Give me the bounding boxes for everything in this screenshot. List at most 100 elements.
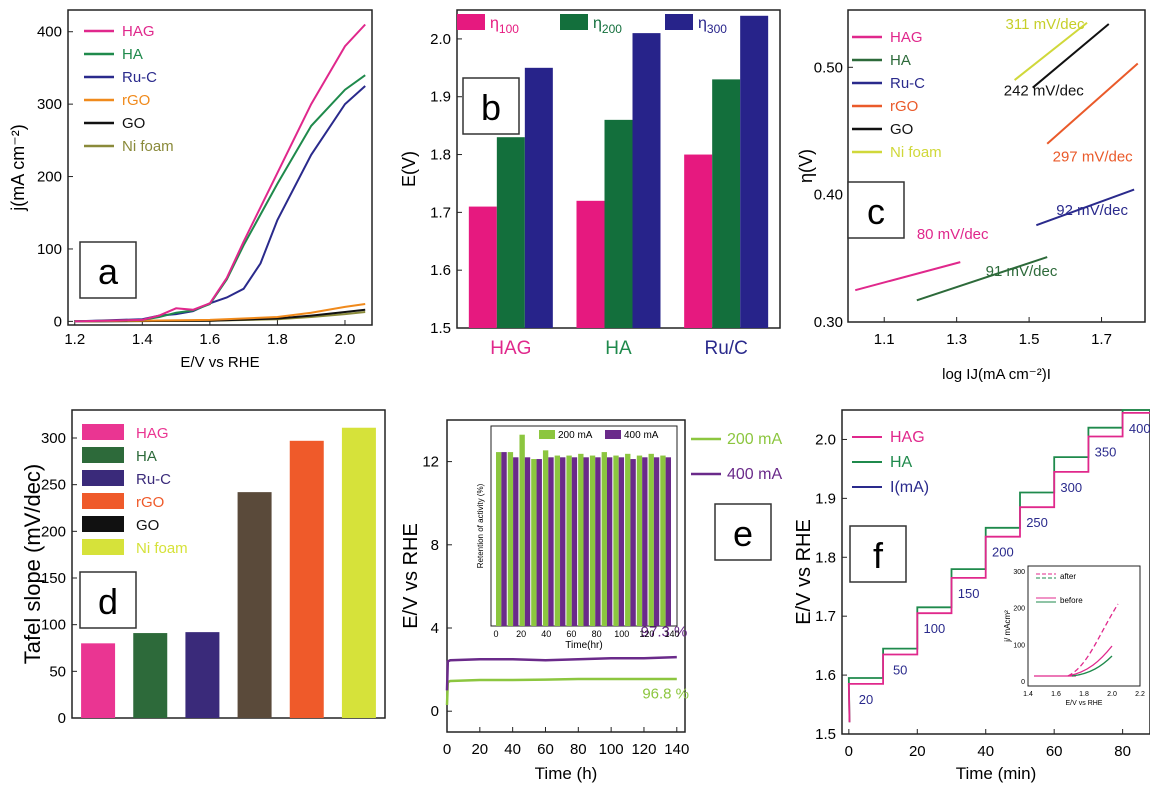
inset-frame xyxy=(1027,565,1141,687)
y-tick-label: 0.40 xyxy=(814,187,843,204)
inset-x-tick-label: 100 xyxy=(614,629,629,639)
inset-bar xyxy=(496,452,502,626)
slope-annotation: 242 mV/dec xyxy=(1004,82,1085,99)
current-step-label: 400 xyxy=(1129,421,1150,436)
legend-label: Ru-C xyxy=(890,75,925,92)
plot-frame xyxy=(71,409,386,719)
inset-legend-label: 200 mA xyxy=(558,430,593,441)
bar-HA xyxy=(133,633,168,718)
x-tick-label: 2.0 xyxy=(335,331,356,348)
inset-bar xyxy=(665,457,671,626)
inset-x-tick-label: 0 xyxy=(493,629,498,639)
legend-label: GO xyxy=(122,115,145,132)
inset-bar xyxy=(625,453,631,626)
y-tick-label: 0 xyxy=(54,313,62,330)
inset-legend-label: 400 mA xyxy=(624,430,659,441)
series-line-rGO xyxy=(74,303,366,323)
tafel-line-HAG xyxy=(854,261,961,292)
y-tick-label: 0.30 xyxy=(814,314,843,331)
y-tick-label: 1.7 xyxy=(815,608,836,625)
panel-letter: f xyxy=(873,535,884,576)
panel-letter-box xyxy=(714,503,772,561)
chart-c-tafel: 1.1 1.3 1.5 1.7 0.30 0.40 0.50 log IJ(mA cm⁻²)I… xyxy=(796,9,1146,383)
bar-Ru/C-300 xyxy=(740,15,769,328)
y-tick-label: 100 xyxy=(37,241,62,258)
inset-x-tick-label: 80 xyxy=(592,629,602,639)
inset-curve-before-HA xyxy=(1071,655,1113,677)
inset-y-tick-label: 300 xyxy=(1013,569,1025,576)
tafel-line-rGO xyxy=(1046,62,1139,145)
y-tick-label: 1.5 xyxy=(430,320,451,337)
inset-x-tick-label: 1.6 xyxy=(1051,691,1061,698)
inset-x-tick-label: 1.8 xyxy=(1079,691,1089,698)
y-tick-label: 0.50 xyxy=(814,59,843,76)
bar-HAG-100 xyxy=(468,206,497,328)
plot-frame xyxy=(67,9,373,326)
panel-letter: c xyxy=(867,191,885,232)
chart-d-tafel-bar: 0 50 100 150 200 250 300 Tafel slope (mV/dec) HA… xyxy=(20,409,386,727)
panel-letter: b xyxy=(481,87,501,128)
inset-x-tick-label: 60 xyxy=(566,629,576,639)
bar-Ru/C-100 xyxy=(684,154,713,328)
inset-bar xyxy=(531,459,537,626)
y-tick-label: 100 xyxy=(41,617,66,634)
x-tick-label: 140 xyxy=(664,741,689,758)
x-tick-label: 1.4 xyxy=(132,331,153,348)
y-axis-label: η(V) xyxy=(796,149,816,183)
inset-bar xyxy=(630,459,636,626)
panel-letter: d xyxy=(98,581,118,622)
x-tick-label: 1.1 xyxy=(874,331,895,348)
slope-annotation: 80 mV/dec xyxy=(917,226,989,243)
inset-bar xyxy=(524,457,531,626)
legend-label: Ru-C xyxy=(136,471,171,488)
y-tick-label: 200 xyxy=(41,523,66,540)
x-tick-label: 0 xyxy=(443,741,451,758)
x-tick-label: 80 xyxy=(1114,743,1131,760)
inset-bar xyxy=(589,455,596,626)
step-line-HA xyxy=(847,409,1150,723)
inset-x-tick-label: 1.4 xyxy=(1023,691,1033,698)
x-tick-label: 100 xyxy=(599,741,624,758)
inset-bar xyxy=(501,452,507,626)
inset-x-axis-label: E/V vs RHE xyxy=(1066,700,1103,707)
legend-swatch xyxy=(82,493,124,509)
inset-legend-swatch xyxy=(539,430,555,439)
legend-label: rGO xyxy=(890,98,918,115)
x-tick-label: 0 xyxy=(845,743,853,760)
panel-letter-box xyxy=(462,77,520,135)
legend-label: HA xyxy=(890,454,913,471)
legend-label: HAG xyxy=(122,23,155,40)
slope-annotation: 91 mV/dec xyxy=(986,263,1058,280)
current-step-label: 350 xyxy=(1095,445,1117,460)
legend-label: I(mA) xyxy=(890,479,929,496)
inset-y-tick-label: 200 xyxy=(1013,606,1025,613)
legend-label: 400 mA xyxy=(727,466,782,483)
y-tick-label: 4 xyxy=(431,620,439,637)
x-tick-label: 1.7 xyxy=(1091,331,1112,348)
y-tick-label: 1.8 xyxy=(430,147,451,164)
bar-Ru/C-200 xyxy=(712,79,741,328)
legend-label: Ru-C xyxy=(122,69,157,86)
tafel-line-Ni-foam xyxy=(1013,21,1088,81)
current-step-label: 300 xyxy=(1060,480,1082,495)
x-tick-label: 20 xyxy=(909,743,926,760)
legend-label: HA xyxy=(136,448,157,465)
y-tick-label: 2.0 xyxy=(430,31,451,48)
chart-b-bar: 1.5 1.6 1.7 1.8 1.9 2.0 E(V) HAG HA Ru/C η100 η200 η… xyxy=(399,9,781,359)
bar-Ni-foam xyxy=(341,427,376,718)
legend-swatch xyxy=(82,470,124,486)
y-tick-label: 50 xyxy=(49,663,66,680)
bar-GO xyxy=(237,492,272,718)
y-tick-label: 1.6 xyxy=(815,667,836,684)
y-axis-label: E/V vs RHE xyxy=(793,519,815,625)
inset-y-tick-label: 100 xyxy=(1013,642,1025,649)
legend-swatch xyxy=(82,447,124,463)
inset-bar xyxy=(507,452,514,626)
inset-bar xyxy=(554,455,561,626)
legend-swatch xyxy=(82,424,124,440)
bar-Ru-C xyxy=(185,632,220,718)
inset-bar xyxy=(513,457,519,626)
bar-HAG-200 xyxy=(496,137,525,328)
y-tick-label: 300 xyxy=(41,430,66,447)
legend-label: rGO xyxy=(136,494,164,511)
